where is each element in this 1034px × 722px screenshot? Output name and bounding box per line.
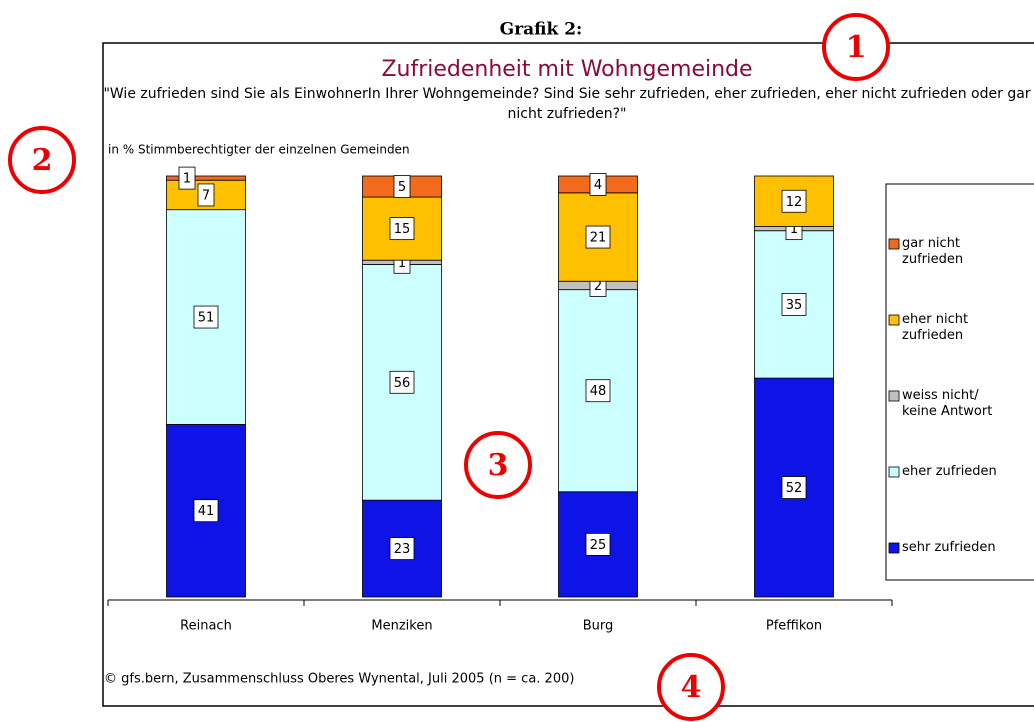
value-label: 2	[594, 279, 602, 294]
value-label-box	[781, 293, 807, 316]
legend-swatch	[888, 466, 900, 478]
value-label: 4	[594, 178, 602, 193]
axis-note: in % Stimmberechtigter der einzelnen Gem…	[108, 143, 410, 157]
legend-swatch	[888, 314, 900, 326]
value-label: 1	[790, 222, 798, 237]
value-label-box	[389, 370, 415, 394]
value-label-box	[197, 183, 215, 207]
value-label-box	[193, 305, 219, 329]
chart-title: Zufriedenheit mit Wohngemeinde	[381, 57, 752, 82]
value-label: 1	[398, 256, 406, 271]
value-label: 25	[590, 538, 607, 553]
value-label-box	[178, 166, 196, 190]
value-label: 48	[590, 384, 607, 399]
marker-label: 3	[488, 448, 509, 483]
source: © gfs.bern, Zusammenschluss Oberes Wynen…	[104, 672, 574, 687]
value-label: 23	[394, 542, 411, 557]
legend-swatch	[888, 238, 900, 250]
marker-circle	[8, 126, 76, 194]
value-label: 12	[786, 195, 803, 210]
value-label: 7	[202, 188, 210, 203]
marker-circle	[822, 13, 890, 81]
marker-label: 2	[32, 143, 53, 178]
legend-label: gar nicht zufrieden	[902, 236, 964, 267]
value-label-box	[585, 379, 611, 403]
legend-label: weiss nicht/ keine Antwort	[902, 388, 993, 419]
bar-segment	[166, 175, 246, 181]
marker-circle	[657, 653, 725, 721]
subtitle: "Wie zufrieden sind Sie als EinwohnerIn …	[103, 86, 1031, 122]
value-label: 41	[198, 504, 215, 519]
value-label: 51	[198, 311, 215, 326]
chart-frame	[102, 42, 1034, 707]
legend-swatch	[888, 542, 900, 554]
value-label: 15	[394, 222, 411, 237]
value-label-box	[393, 175, 411, 198]
legend-label: eher zufrieden	[902, 464, 997, 479]
value-label: 5	[398, 180, 406, 195]
legend-label: eher nicht zufrieden	[902, 312, 969, 343]
marker-circle	[464, 431, 532, 499]
x-tick-label: Menziken	[371, 619, 432, 634]
legend-box	[885, 183, 1034, 581]
marker-label: 4	[681, 670, 702, 705]
header: Grafik 2:	[500, 20, 583, 40]
value-label: 56	[394, 376, 411, 391]
legend-swatch	[888, 390, 900, 402]
value-label-box	[585, 532, 611, 556]
value-label-box	[585, 225, 611, 249]
value-label: 52	[786, 481, 803, 496]
marker-label: 1	[846, 30, 867, 65]
value-label-box	[389, 217, 415, 241]
x-tick-label: Burg	[583, 619, 614, 634]
value-label-box	[589, 173, 607, 196]
x-tick-label: Reinach	[180, 619, 232, 634]
value-label: 21	[590, 231, 607, 246]
x-tick-label: Pfeffikon	[766, 619, 822, 634]
value-label: 35	[786, 298, 803, 313]
value-label: 1	[183, 172, 191, 187]
legend-label: sehr zufrieden	[902, 540, 996, 555]
value-label-box	[781, 476, 807, 499]
value-label-box	[781, 189, 807, 213]
value-label-box	[389, 537, 415, 560]
value-label-box	[193, 499, 219, 523]
